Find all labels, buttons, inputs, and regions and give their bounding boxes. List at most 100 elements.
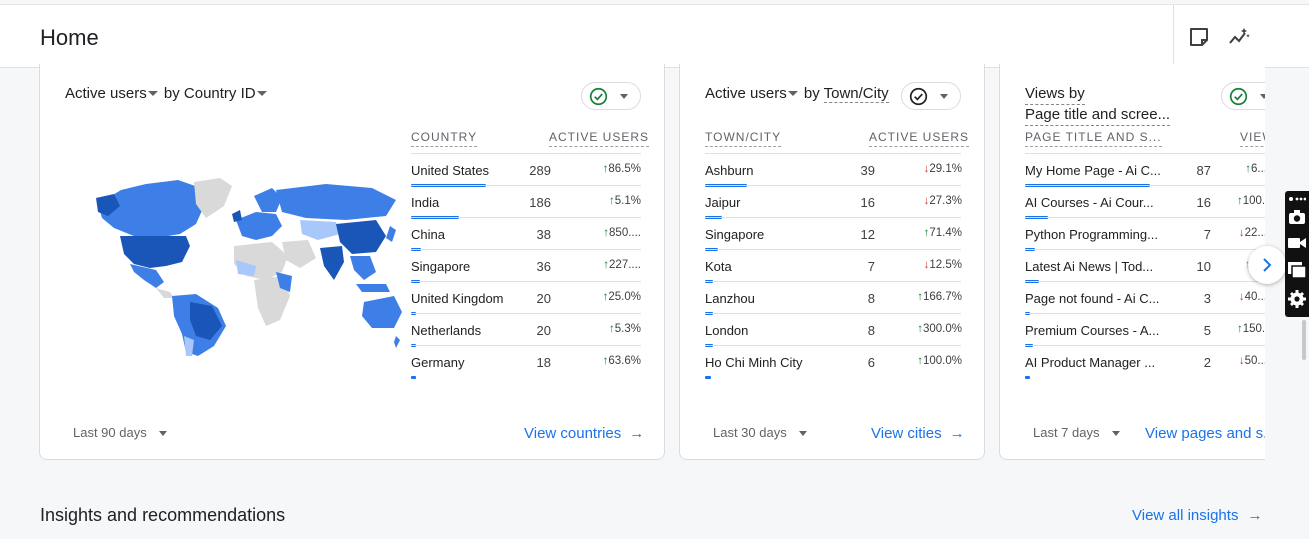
row-label: My Home Page - Ai C... [1025,163,1161,178]
column-header-page-title[interactable]: PAGE TITLE AND S... [1025,130,1162,147]
table-row[interactable]: Latest Ai News | Tod...10↑2... [1025,249,1265,283]
card-title: Views by Page title and scree... [1025,84,1171,126]
world-map[interactable] [86,176,402,356]
caret-down-icon[interactable] [147,90,158,96]
column-header-views[interactable]: VIEWS [1240,130,1265,147]
table-row[interactable]: AI Product Manager ... 2 ↓50... [1025,345,1265,379]
map-region-europe [236,212,282,240]
link-label: View cities [871,425,942,442]
scrollbar-thumb[interactable] [1302,320,1306,360]
date-range-label: Last 30 days [713,425,787,440]
table-row[interactable]: United States 289 ↑86.5% [411,153,641,187]
gear-icon[interactable] [1287,289,1307,309]
map-region-southeast-asia [350,256,376,280]
table-row[interactable]: China 38 ↑850.... [411,217,641,251]
map-region-africa-south [254,276,290,326]
table-row[interactable]: Singapore 36 ↑227.... [411,249,641,283]
link-label: View all insights [1132,507,1239,524]
dimension-selector[interactable]: Page title and scree... [1025,105,1171,126]
table-row[interactable]: Germany 18 ↑63.6% [411,345,641,379]
metric-selector[interactable]: Active users [705,85,787,102]
row-label: India [411,195,440,210]
column-header-city[interactable]: TOWN/CITY [705,130,782,147]
video-camera-icon[interactable] [1287,236,1307,250]
date-range-selector[interactable]: Last 7 days [1033,425,1120,440]
table-row[interactable]: India 186 ↑5.1% [411,185,641,219]
arrow-right-icon: → [1247,507,1263,524]
view-countries-link[interactable]: View countries → [524,425,644,442]
check-circle-icon [589,87,608,106]
caret-down-icon[interactable] [787,90,798,96]
arrow-down-icon: ↓ [923,163,930,175]
row-value: 7 [1203,227,1211,242]
row-value: 18 [536,355,551,370]
view-cities-link[interactable]: View cities → [871,425,965,442]
row-label: Germany [411,355,465,370]
date-range-selector[interactable]: Last 90 days [73,425,167,440]
column-header-active-users[interactable]: ACTIVE USERS [549,130,650,147]
change-percent: 850.... [609,227,641,239]
table-row[interactable]: Lanzhou 8 ↑166.7% [705,281,962,315]
camera-icon[interactable] [1288,209,1306,225]
table-row[interactable]: United Kingdom 20 ↑25.0% [411,281,641,315]
table-row[interactable]: Premium Courses - A... 5 ↑150... [1025,313,1265,347]
page-header: Home [0,4,1309,69]
row-value: 8 [867,323,875,338]
change-percent: 300.0% [922,323,962,335]
column-header-active-users[interactable]: ACTIVE USERS [869,130,970,147]
map-region-brazil [190,302,222,340]
table-row[interactable]: Kota 7 ↓12.5% [705,249,962,283]
comparison-status-button[interactable] [1221,82,1265,110]
view-pages-link[interactable]: View pages and s... [1145,425,1265,442]
table-row[interactable]: Singapore 12 ↑71.4% [705,217,962,251]
row-change: ↓40... [1237,291,1265,303]
table-row[interactable]: My Home Page - Ai C... 87 ↑6... [1025,153,1265,187]
arrow-up-icon: ↑ [603,227,610,239]
table-row[interactable]: AI Courses - Ai Cour... 16 ↑100... [1025,185,1265,219]
table-row[interactable]: Ho Chi Minh City 6 ↑100.0% [705,345,962,379]
more-options-icon[interactable] [1288,194,1306,204]
row-change: ↑150... [1237,323,1265,335]
notes-icon[interactable] [1187,25,1211,49]
insights-section-title: Insights and recommendations [40,505,286,525]
change-percent: 100... [1242,195,1265,207]
row-value: 20 [536,291,551,306]
table-row[interactable]: Python Programming... 7 ↓22... [1025,217,1265,251]
row-value: 2 [1203,355,1211,370]
change-percent: 27.3% [929,195,962,207]
metric-selector[interactable]: Views by [1025,84,1085,105]
table-row[interactable]: Netherlands 20 ↑5.3% [411,313,641,347]
row-change: ↓22... [1237,227,1265,239]
table-row[interactable]: Jaipur 16 ↓27.3% [705,185,962,219]
row-label: United Kingdom [411,291,504,306]
insights-icon[interactable] [1227,25,1251,49]
change-percent: 5.1% [614,195,641,207]
row-label: AI Product Manager ... [1025,355,1156,370]
row-value: 7 [867,259,875,274]
row-value: 38 [536,227,551,242]
arrow-up-icon: ↑ [1245,163,1252,175]
column-header-country[interactable]: COUNTRY [411,130,478,147]
dimension-selector[interactable]: Country ID [183,85,256,102]
arrow-down-icon: ↓ [923,259,930,271]
comparison-status-button[interactable] [901,82,961,110]
table-row[interactable]: Ashburn 39 ↓29.1% [705,153,962,187]
caret-down-icon[interactable] [256,90,267,96]
metric-selector[interactable]: Active users [65,85,147,102]
arrow-up-icon: ↑ [603,259,610,271]
view-all-insights-link[interactable]: View all insights → [1132,507,1262,524]
map-region-greenland [194,178,232,218]
row-change: ↓29.1% [890,163,962,175]
screen-capture-icon[interactable] [1287,261,1307,281]
row-change: ↑25.0% [571,291,641,303]
table-row[interactable]: Page not found - Ai C... 3 ↓40... [1025,281,1265,315]
map-region-united-kingdom [232,210,242,222]
table-row[interactable]: London 8 ↑300.0% [705,313,962,347]
comparison-status-button[interactable] [581,82,641,110]
card-title: Active users by Town/City [705,84,889,104]
arrow-up-icon: ↑ [609,195,615,207]
row-label: Ho Chi Minh City [705,355,803,370]
carousel-next-button[interactable] [1248,246,1286,284]
date-range-selector[interactable]: Last 30 days [713,425,807,440]
dimension-selector[interactable]: Town/City [823,85,889,103]
